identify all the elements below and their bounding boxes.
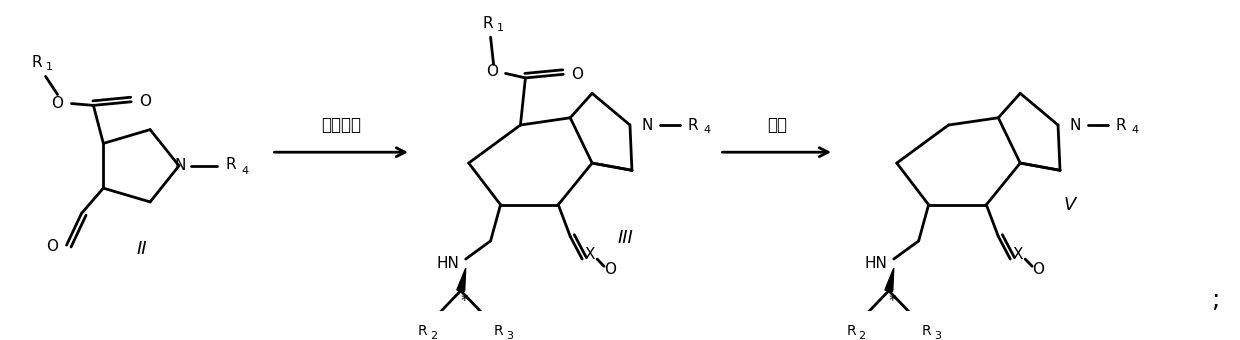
Text: N: N — [175, 158, 186, 173]
Text: O: O — [52, 96, 63, 111]
Text: R: R — [31, 55, 42, 70]
Text: O: O — [47, 239, 58, 255]
Text: X: X — [585, 247, 595, 262]
Text: 4: 4 — [1131, 125, 1138, 135]
Text: HN: HN — [864, 256, 888, 271]
Text: R: R — [418, 324, 428, 338]
Text: 1: 1 — [46, 62, 53, 72]
Polygon shape — [456, 268, 466, 291]
Text: 3: 3 — [506, 331, 513, 340]
Text: 1: 1 — [497, 23, 503, 33]
Text: O: O — [1032, 262, 1044, 277]
Text: III: III — [618, 229, 632, 247]
Text: N: N — [1069, 118, 1080, 133]
Text: 2: 2 — [858, 331, 866, 340]
Text: R: R — [687, 118, 698, 133]
Text: *: * — [889, 294, 897, 309]
Text: 2: 2 — [430, 331, 438, 340]
Text: O: O — [572, 67, 583, 82]
Text: 4: 4 — [703, 125, 711, 135]
Text: O: O — [604, 262, 616, 277]
Text: X: X — [1013, 247, 1023, 262]
Text: HN: HN — [436, 256, 459, 271]
Text: 3: 3 — [934, 331, 941, 340]
Text: R: R — [1116, 118, 1126, 133]
Text: R: R — [226, 157, 236, 172]
Text: *: * — [461, 294, 469, 309]
Text: 4: 4 — [241, 166, 248, 176]
Text: II: II — [136, 240, 148, 258]
Text: R: R — [494, 324, 503, 338]
Polygon shape — [885, 268, 894, 291]
Text: 脱篞: 脱篞 — [766, 116, 787, 134]
Text: O: O — [139, 94, 151, 109]
Text: N: N — [641, 118, 652, 133]
Text: R: R — [846, 324, 856, 338]
Text: 手性辅剂: 手性辅剂 — [321, 116, 361, 134]
Text: V: V — [1064, 196, 1076, 214]
Text: R: R — [921, 324, 931, 338]
Text: R: R — [482, 16, 494, 31]
Text: O: O — [486, 64, 498, 79]
Text: ;: ; — [1211, 288, 1219, 312]
